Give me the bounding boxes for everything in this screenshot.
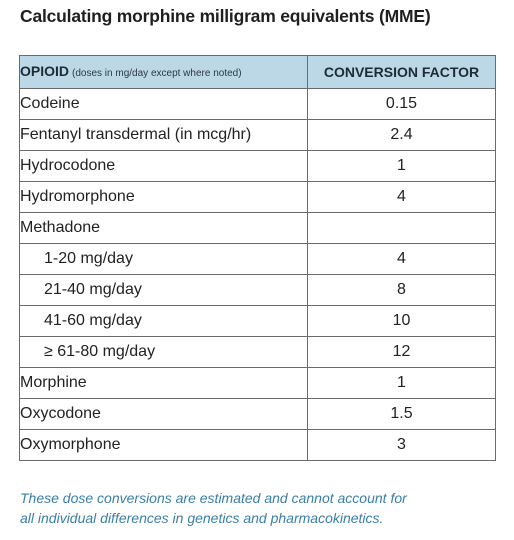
- factor-cell: 10: [307, 305, 496, 337]
- mme-conversion-table: OPIOID (doses in mg/day except where note…: [19, 55, 496, 461]
- factor-cell: [307, 212, 496, 244]
- table-row: 41-60 mg/day 10: [19, 305, 496, 337]
- table-body: Codeine 0.15 Fentanyl transdermal (in mc…: [19, 88, 496, 461]
- factor-cell: 3: [307, 429, 496, 461]
- page-title: Calculating morphine milligram equivalen…: [20, 6, 431, 26]
- factor-cell: 1: [307, 367, 496, 399]
- opioid-cell: Hydromorphone: [19, 181, 308, 213]
- table-row: 21-40 mg/day 8: [19, 274, 496, 306]
- table-row: Hydrocodone 1: [19, 150, 496, 182]
- factor-cell: 12: [307, 336, 496, 368]
- table-row: Hydromorphone 4: [19, 181, 496, 213]
- footnote-line-2: all individual differences in genetics a…: [20, 510, 384, 526]
- opioid-cell: Methadone: [19, 212, 308, 244]
- factor-cell: 4: [307, 181, 496, 213]
- table-header-row: OPIOID (doses in mg/day except where note…: [19, 55, 496, 89]
- opioid-cell: Fentanyl transdermal (in mcg/hr): [19, 119, 308, 151]
- factor-cell: 1: [307, 150, 496, 182]
- factor-cell: 4: [307, 243, 496, 275]
- factor-cell: 2.4: [307, 119, 496, 151]
- table-row: 1-20 mg/day 4: [19, 243, 496, 275]
- table-row: ≥ 61-80 mg/day 12: [19, 336, 496, 368]
- opioid-cell: Oxycodone: [19, 398, 308, 430]
- opioid-cell: Oxymorphone: [19, 429, 308, 461]
- opioid-column-header: OPIOID (doses in mg/day except where note…: [19, 55, 308, 89]
- table-row: Fentanyl transdermal (in mcg/hr) 2.4: [19, 119, 496, 151]
- opioid-cell: 41-60 mg/day: [19, 305, 308, 337]
- footnote: These dose conversions are estimated and…: [20, 488, 500, 528]
- table-row: Methadone: [19, 212, 496, 244]
- opioid-cell: 1-20 mg/day: [19, 243, 308, 275]
- conversion-factor-column-header: CONVERSION FACTOR: [307, 55, 496, 89]
- opioid-cell: ≥ 61-80 mg/day: [19, 336, 308, 368]
- table-row: Codeine 0.15: [19, 88, 496, 120]
- table-row: Oxymorphone 3: [19, 429, 496, 461]
- opioid-cell: Hydrocodone: [19, 150, 308, 182]
- table-row: Morphine 1: [19, 367, 496, 399]
- opioid-cell: 21-40 mg/day: [19, 274, 308, 306]
- table-row: Oxycodone 1.5: [19, 398, 496, 430]
- factor-cell: 0.15: [307, 88, 496, 120]
- opioid-cell: Morphine: [19, 367, 308, 399]
- factor-cell: 8: [307, 274, 496, 306]
- footnote-line-1: These dose conversions are estimated and…: [20, 490, 407, 506]
- opioid-header-label: OPIOID: [20, 63, 70, 79]
- table-header: OPIOID (doses in mg/day except where note…: [19, 55, 496, 89]
- opioid-header-note: (doses in mg/day except where noted): [72, 68, 242, 79]
- factor-cell: 1.5: [307, 398, 496, 430]
- opioid-cell: Codeine: [19, 88, 308, 120]
